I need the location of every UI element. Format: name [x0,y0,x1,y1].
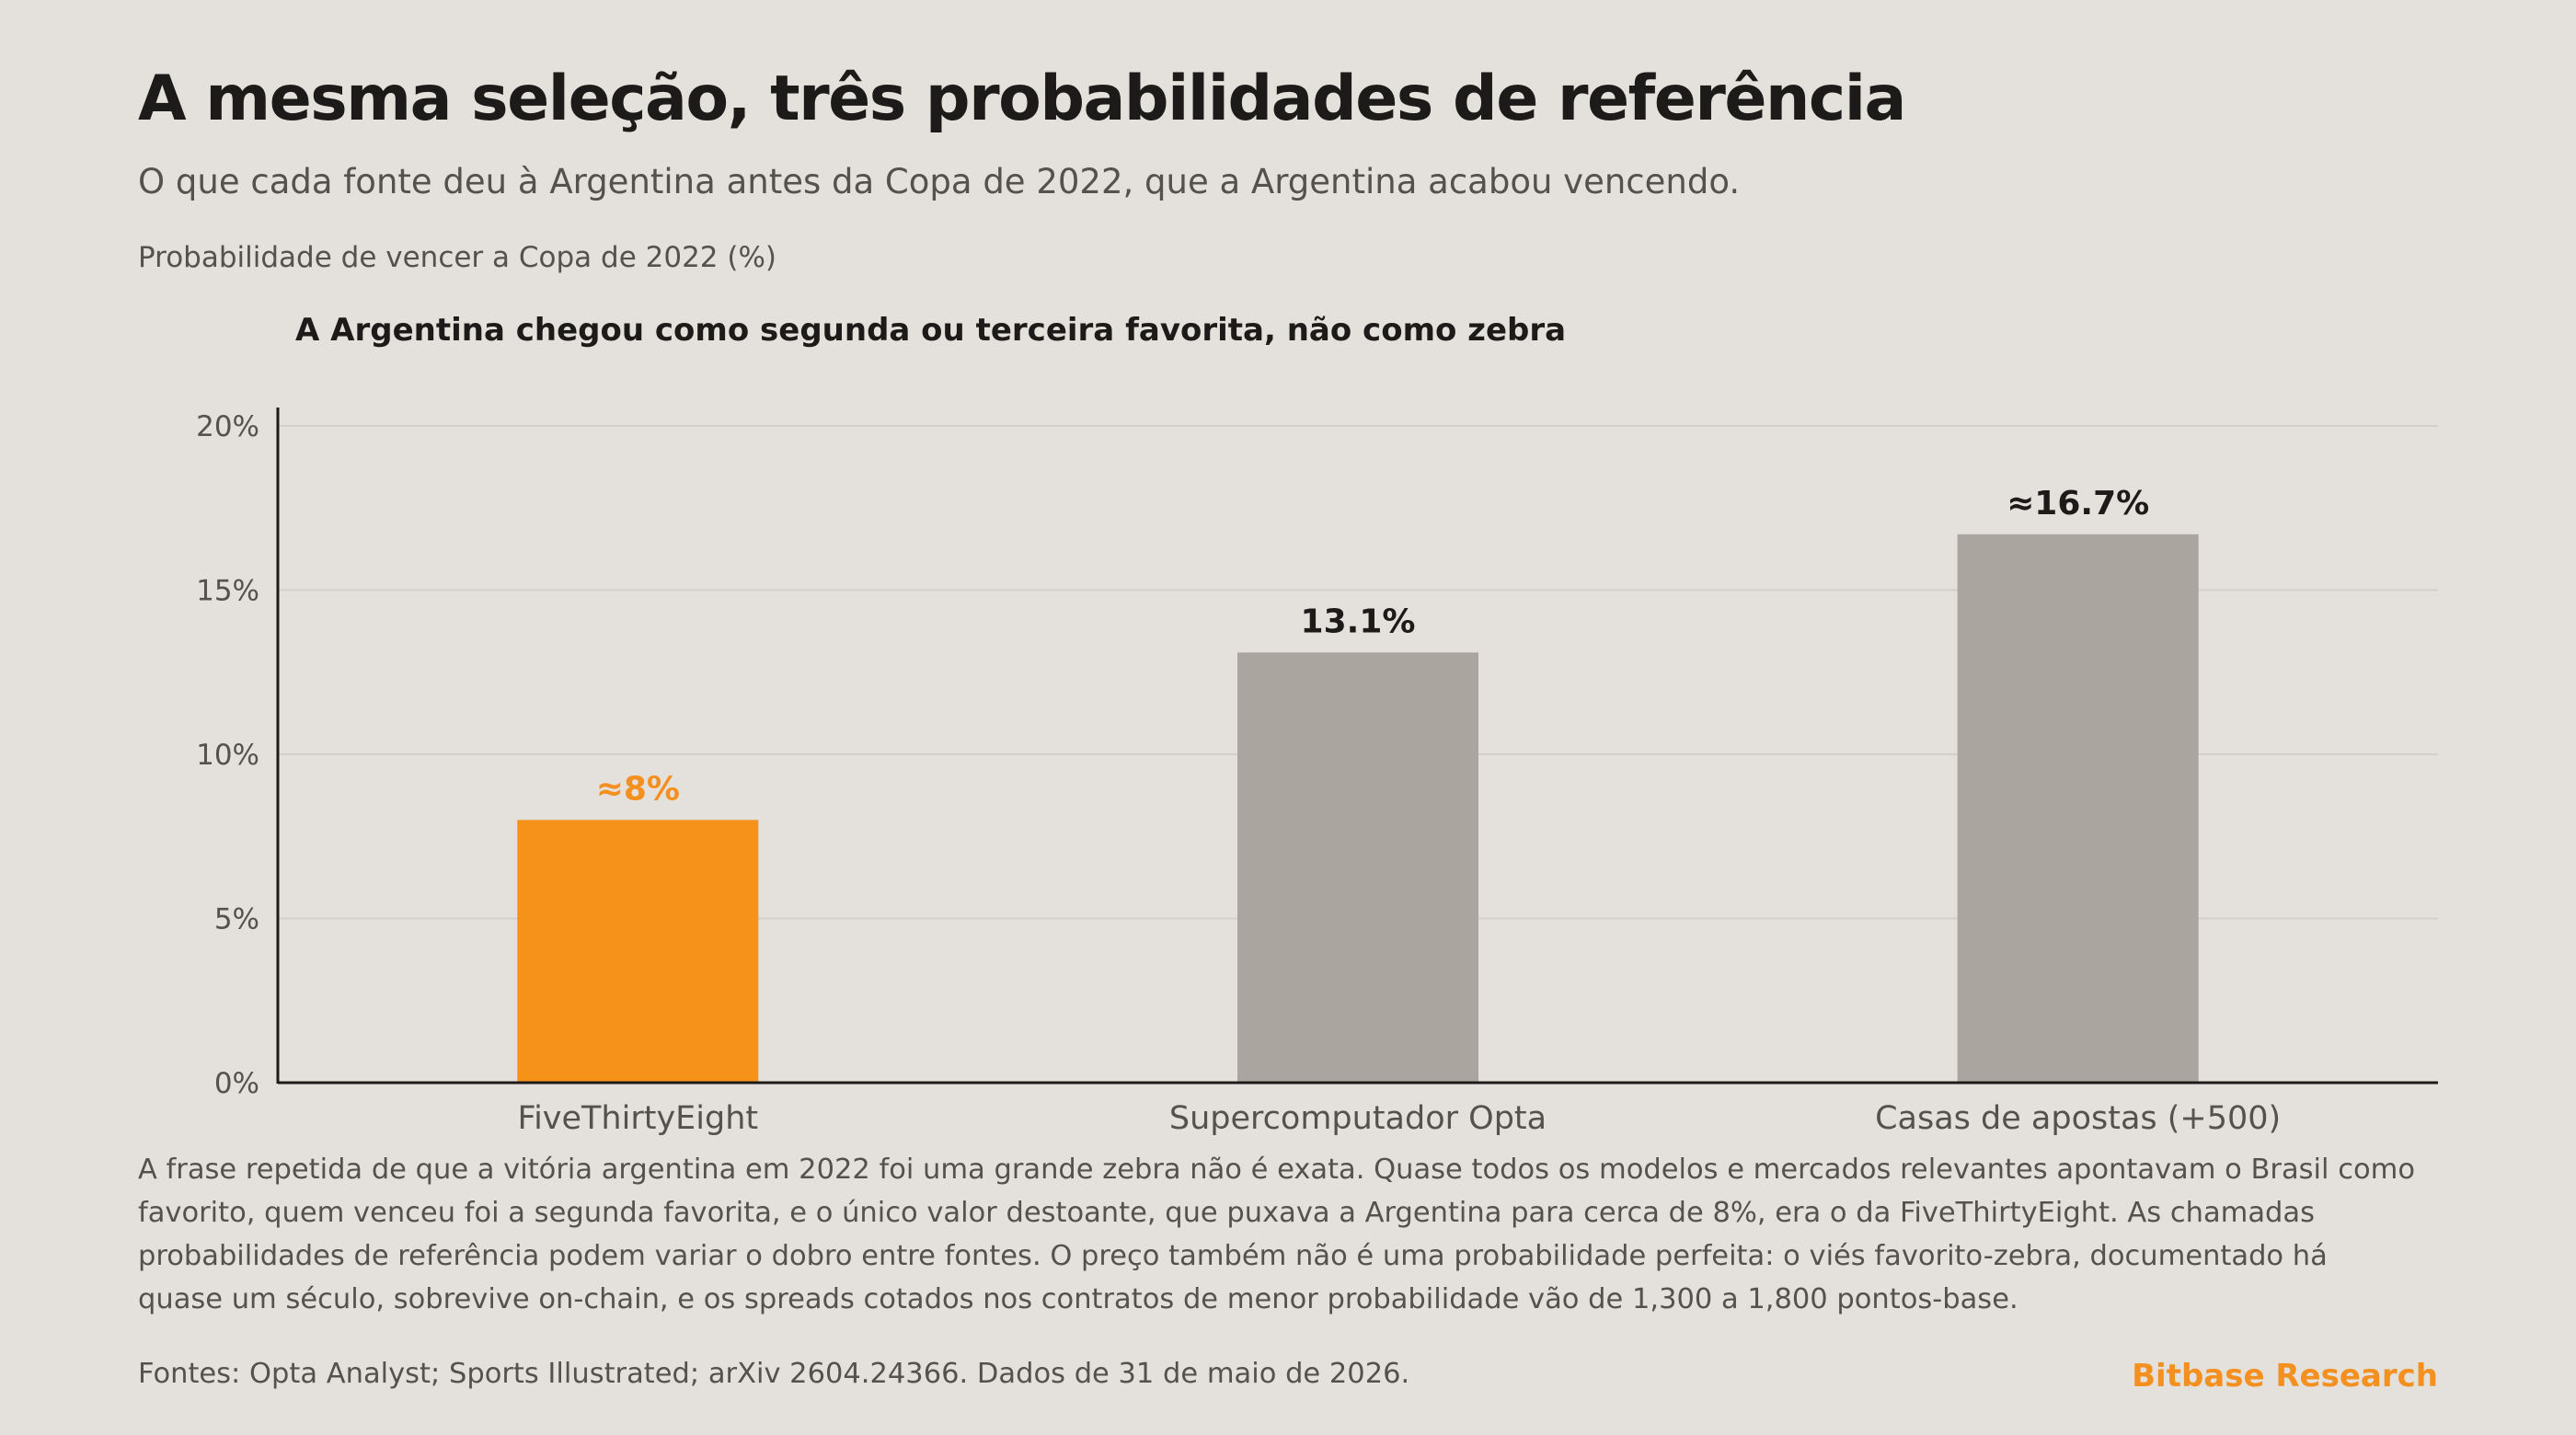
x-tick-label: Casas de apostas (+500) [1875,1100,2281,1137]
y-tick-label: 0% [214,1067,259,1100]
chart-title: A Argentina chegou como segunda ou terce… [295,312,1567,349]
y-tick-label: 20% [196,410,259,443]
data-label: ≈16.7% [2007,485,2149,522]
brand-label: Bitbase Research [2132,1358,2438,1395]
y-tick-label: 5% [214,903,259,936]
bar-chart: 0% 5% 10% 15% 20% ≈8% FiveThirtyEight 13.1% Supe… [196,408,2438,1137]
data-label: 13.1% [1301,603,1416,640]
bar [1957,534,2199,1083]
x-tick-label: FiveThirtyEight [518,1100,759,1137]
bar [1237,652,1478,1083]
page-title: A mesma seleção, três probabilidades de … [138,63,1906,135]
y-tick-label: 15% [196,575,259,608]
data-label: ≈8% [596,770,680,808]
body-paragraph: A frase repetida de que a vitória argent… [138,1154,2415,1315]
sources-note: Fontes: Opta Analyst; Sports Illustrated… [138,1358,1410,1390]
x-tick-label: Supercomputador Opta [1169,1100,1547,1137]
unit-label: Probabilidade de vencer a Copa de 2022 (… [138,241,777,274]
page-subtitle: O que cada fonte deu à Argentina antes d… [138,162,1741,201]
bar [517,820,759,1083]
y-tick-label: 10% [196,739,259,772]
